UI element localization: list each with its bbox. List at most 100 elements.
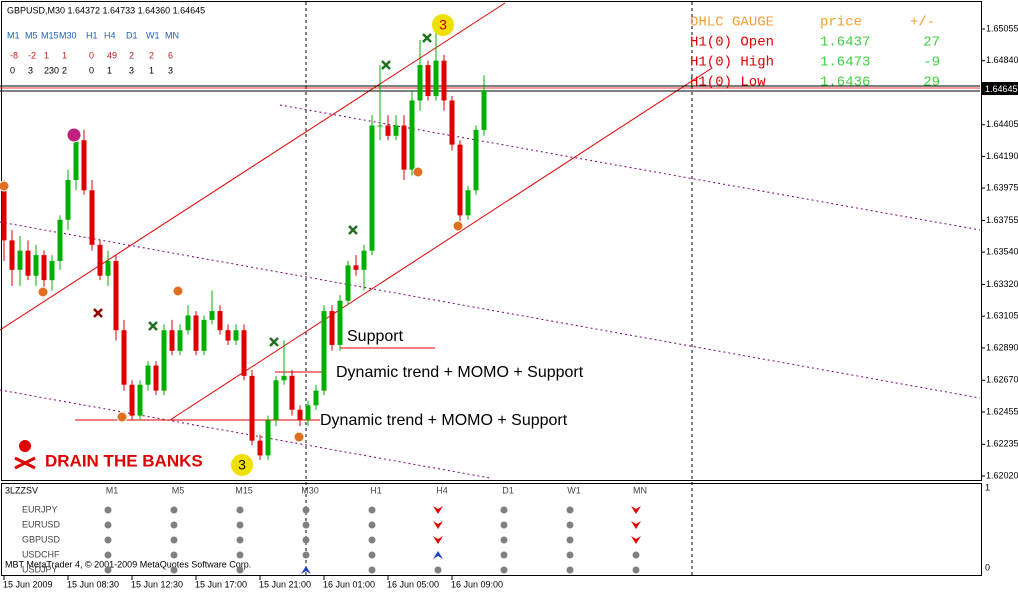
signal-dot bbox=[170, 536, 178, 544]
x-tick-label: 16 Jun 09:00 bbox=[451, 579, 503, 589]
signal-dot bbox=[302, 551, 310, 559]
gauge-cell: H1(0) Low bbox=[690, 75, 766, 91]
wave-label: 3 bbox=[238, 457, 246, 473]
gauge-header: price bbox=[820, 15, 862, 31]
signal-dot bbox=[236, 536, 244, 544]
signal-dot bbox=[566, 536, 574, 544]
wave-badge bbox=[231, 454, 253, 476]
trend-dotted-lines bbox=[0, 104, 981, 479]
cross-markers bbox=[93, 33, 432, 347]
candle-body bbox=[313, 390, 319, 406]
price-box bbox=[982, 82, 1018, 95]
candle-body bbox=[345, 265, 351, 301]
signal-dot bbox=[434, 566, 442, 574]
candle-body bbox=[241, 330, 247, 376]
signal-up bbox=[433, 551, 443, 559]
gauge-header: OHLC GAUGE bbox=[690, 15, 774, 31]
candle-body bbox=[9, 240, 15, 270]
signal-dot bbox=[500, 551, 508, 559]
y-tick-label: 1.62890 bbox=[986, 342, 1018, 352]
timeframe-label: D1 bbox=[126, 30, 138, 40]
cross bbox=[93, 308, 103, 318]
candle-body bbox=[305, 405, 311, 421]
candle-body bbox=[225, 330, 231, 341]
panel-column: H1 bbox=[370, 485, 382, 495]
x-tick-label: 15 Jun 12:30 bbox=[131, 579, 183, 589]
candle-body bbox=[217, 311, 223, 331]
candle-body bbox=[113, 260, 119, 331]
candle-body bbox=[97, 244, 103, 276]
panel-frame bbox=[1, 483, 982, 576]
gauge-cell: 1.6437 bbox=[820, 35, 870, 51]
panel-column: D1 bbox=[502, 485, 514, 495]
candle-body bbox=[1, 190, 7, 241]
zigzag-point bbox=[452, 220, 464, 232]
candle-body bbox=[337, 300, 343, 345]
timeframe-count: -2 bbox=[28, 50, 36, 60]
signal-dot bbox=[566, 551, 574, 559]
candle-body bbox=[193, 315, 199, 351]
timeframe-label: W1 bbox=[146, 30, 160, 40]
brand: DRAIN THE BANKS bbox=[45, 451, 203, 470]
candle-body bbox=[169, 330, 175, 351]
x-tick-label: 15 Jun 08:30 bbox=[67, 579, 119, 589]
candle-body bbox=[457, 144, 463, 216]
panel-row-label: USDJPY bbox=[22, 564, 58, 574]
candle-body bbox=[369, 125, 375, 251]
gauge-cell: H1(0) Open bbox=[690, 35, 774, 51]
panel-row-label: USDCHF bbox=[22, 549, 60, 559]
panel-row-label: EURJPY bbox=[22, 504, 58, 514]
timeframe-label: MN bbox=[165, 30, 179, 40]
candle-body bbox=[17, 250, 23, 270]
signal-dot bbox=[566, 566, 574, 574]
candle-body bbox=[89, 190, 95, 245]
signal-dot bbox=[170, 551, 178, 559]
current-price-label: 1.64645 bbox=[985, 84, 1018, 94]
cross bbox=[381, 60, 391, 70]
timeframe-count: 0 bbox=[10, 65, 15, 75]
y-tick-label: 1.64840 bbox=[986, 55, 1018, 65]
candle-body bbox=[153, 365, 159, 391]
candle-body bbox=[65, 179, 71, 220]
y-tick-label: 1.62020 bbox=[986, 470, 1018, 480]
signal-dot bbox=[236, 566, 244, 574]
signal-dot bbox=[170, 566, 178, 574]
timeframe-label: M1 bbox=[7, 30, 20, 40]
candle-body bbox=[105, 260, 111, 276]
panel-row-label: EURUSD bbox=[22, 519, 61, 529]
timeframe-label: M5 bbox=[25, 30, 38, 40]
panel-name: 3LZZSV bbox=[5, 485, 38, 495]
signal-dot bbox=[500, 521, 508, 529]
signal-down bbox=[631, 536, 641, 544]
timeframe-count: 1 bbox=[44, 50, 49, 60]
panel-column: M5 bbox=[172, 485, 185, 495]
candle-body bbox=[161, 330, 167, 391]
candle-body bbox=[321, 311, 327, 391]
zigzag-point bbox=[37, 286, 49, 298]
candle-body bbox=[361, 250, 367, 270]
zigzag-point bbox=[293, 431, 305, 443]
timeframe-count: 1 bbox=[107, 65, 112, 75]
zigzag-point bbox=[66, 127, 82, 143]
candle-body bbox=[201, 319, 207, 351]
panel-column: H4 bbox=[436, 485, 448, 495]
x-tick-label: 15 Jun 2009 bbox=[3, 579, 53, 589]
panel-y-tick: 0 bbox=[985, 562, 990, 572]
signal-down bbox=[433, 506, 443, 514]
candle-body bbox=[49, 260, 55, 281]
channel-line bbox=[0, 2, 506, 331]
panel-column: M15 bbox=[235, 485, 253, 495]
timeframe-count: 230 bbox=[44, 65, 59, 75]
gauge-cell: -9 bbox=[923, 55, 940, 71]
annotation: Dynamic trend + MOMO + Support bbox=[320, 412, 568, 429]
copyright: MBT MetaTrader 4, © 2001-2009 MetaQuotes… bbox=[5, 559, 251, 569]
gauge-cell: 29 bbox=[923, 75, 940, 91]
signal-dot bbox=[632, 551, 640, 559]
signal-dot bbox=[368, 521, 376, 529]
channel-line bbox=[169, 67, 713, 421]
skull bbox=[19, 440, 31, 452]
candle-body bbox=[33, 255, 39, 276]
zigzag-point bbox=[0, 180, 10, 192]
gauge-cell: 1.6436 bbox=[820, 75, 870, 91]
